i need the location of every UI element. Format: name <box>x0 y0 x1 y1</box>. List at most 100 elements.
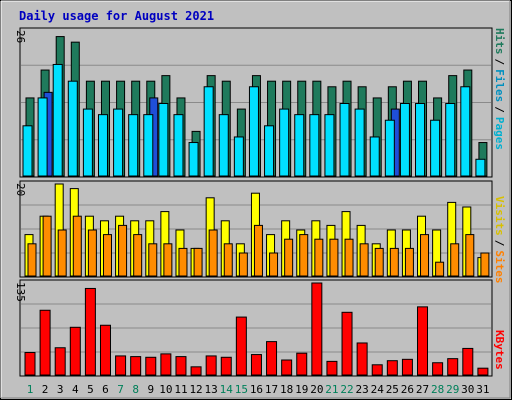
files-bar <box>113 108 124 177</box>
kbytes-bar <box>235 316 247 376</box>
kbytes-bar <box>477 367 489 376</box>
sites-bar <box>102 234 112 277</box>
kbytes-bar <box>371 364 383 376</box>
sites-bar <box>374 247 384 277</box>
sites-bar <box>193 247 203 277</box>
kbytes-bar <box>462 347 474 376</box>
files-bar <box>158 103 169 177</box>
day-label: 14 <box>220 383 234 396</box>
kbytes-bar <box>205 355 217 376</box>
kbytes-axis-max: 135 <box>14 282 27 302</box>
kbytes-legend: KBytes <box>493 330 506 370</box>
files-bar <box>188 142 199 177</box>
kbytes-bar <box>250 354 262 376</box>
kbytes-bar <box>39 309 51 376</box>
day-label: 26 <box>401 383 414 396</box>
sites-bar <box>87 229 97 277</box>
kbytes-bar <box>24 352 36 376</box>
kbytes-bar <box>311 282 323 376</box>
hits-axis-max: 26 <box>14 30 27 43</box>
day-label: 28 <box>431 383 444 396</box>
files-bar <box>67 80 78 177</box>
files-bar <box>324 114 335 177</box>
files-bar <box>475 158 486 177</box>
day-label: 15 <box>235 383 248 396</box>
sites-bar <box>269 252 279 277</box>
files-bar <box>218 114 229 177</box>
day-label: 31 <box>476 383 489 396</box>
files-bar <box>128 114 139 177</box>
legend-separator: / <box>493 240 506 247</box>
sites-bar <box>27 243 37 277</box>
files-bar <box>203 86 214 177</box>
files-bar <box>445 103 456 177</box>
kbytes-bar <box>447 358 459 376</box>
sites-bar <box>57 229 67 277</box>
day-label: 7 <box>117 383 124 396</box>
files-bar <box>369 136 380 177</box>
files-bar <box>37 97 48 177</box>
sites-bar <box>420 234 430 277</box>
hits-legend: Hits / Files / Pages <box>493 28 506 150</box>
files-bar <box>309 114 320 177</box>
day-label: 16 <box>250 383 263 396</box>
files-bar <box>97 114 108 177</box>
kbytes-bar <box>220 356 232 376</box>
day-label: 13 <box>205 383 218 396</box>
kbytes-bar <box>356 342 368 376</box>
kbytes-bar <box>341 311 353 376</box>
legend-sites: Sites <box>493 250 506 283</box>
sites-bar <box>329 238 339 277</box>
kbytes-bar <box>281 359 293 376</box>
day-label: 25 <box>386 383 399 396</box>
legend-pages: Pages <box>493 117 506 150</box>
sites-bar <box>133 234 143 277</box>
sites-bar <box>435 261 445 277</box>
files-bar <box>430 119 441 177</box>
kbytes-bar <box>296 352 308 376</box>
sites-bar <box>223 243 233 277</box>
day-label: 29 <box>446 383 459 396</box>
sites-bar <box>208 229 218 277</box>
sites-bar <box>72 215 82 277</box>
kbytes-bar <box>84 287 96 376</box>
sites-bar <box>465 234 475 277</box>
sites-bar <box>148 243 158 277</box>
files-bar <box>415 103 426 177</box>
files-bar <box>248 86 259 177</box>
files-bar <box>264 125 275 177</box>
legend-separator: / <box>493 106 506 113</box>
day-label: 27 <box>416 383 429 396</box>
sites-bar <box>314 238 324 277</box>
files-bar <box>384 119 395 177</box>
kbytes-bar <box>99 324 111 376</box>
day-label: 19 <box>295 383 308 396</box>
sites-bar <box>253 224 263 277</box>
sites-bar <box>389 247 399 277</box>
legend-kbytes: KBytes <box>493 330 506 370</box>
visits-bars <box>24 183 490 277</box>
day-label: 30 <box>461 383 474 396</box>
legend-separator: / <box>493 59 506 66</box>
kbytes-bar <box>401 358 413 376</box>
day-label: 20 <box>310 383 323 396</box>
files-bar <box>82 108 93 177</box>
kbytes-bar <box>386 360 398 376</box>
sites-bar <box>178 247 188 277</box>
legend-files: Files <box>493 69 506 102</box>
legend-hits: Hits <box>493 28 506 55</box>
kbytes-bar <box>417 306 429 376</box>
kbytes-bar <box>190 366 202 376</box>
visits-axis-max: 20 <box>14 183 27 196</box>
day-label: 12 <box>189 383 202 396</box>
kbytes-bar <box>175 356 187 376</box>
files-bar <box>354 108 365 177</box>
day-label: 4 <box>72 383 79 396</box>
kbytes-gridlines <box>21 303 491 353</box>
files-bar <box>173 114 184 177</box>
sites-bar <box>450 243 460 277</box>
files-bar <box>233 136 244 177</box>
kbytes-bar <box>54 347 66 376</box>
kbytes-bar <box>115 355 127 376</box>
